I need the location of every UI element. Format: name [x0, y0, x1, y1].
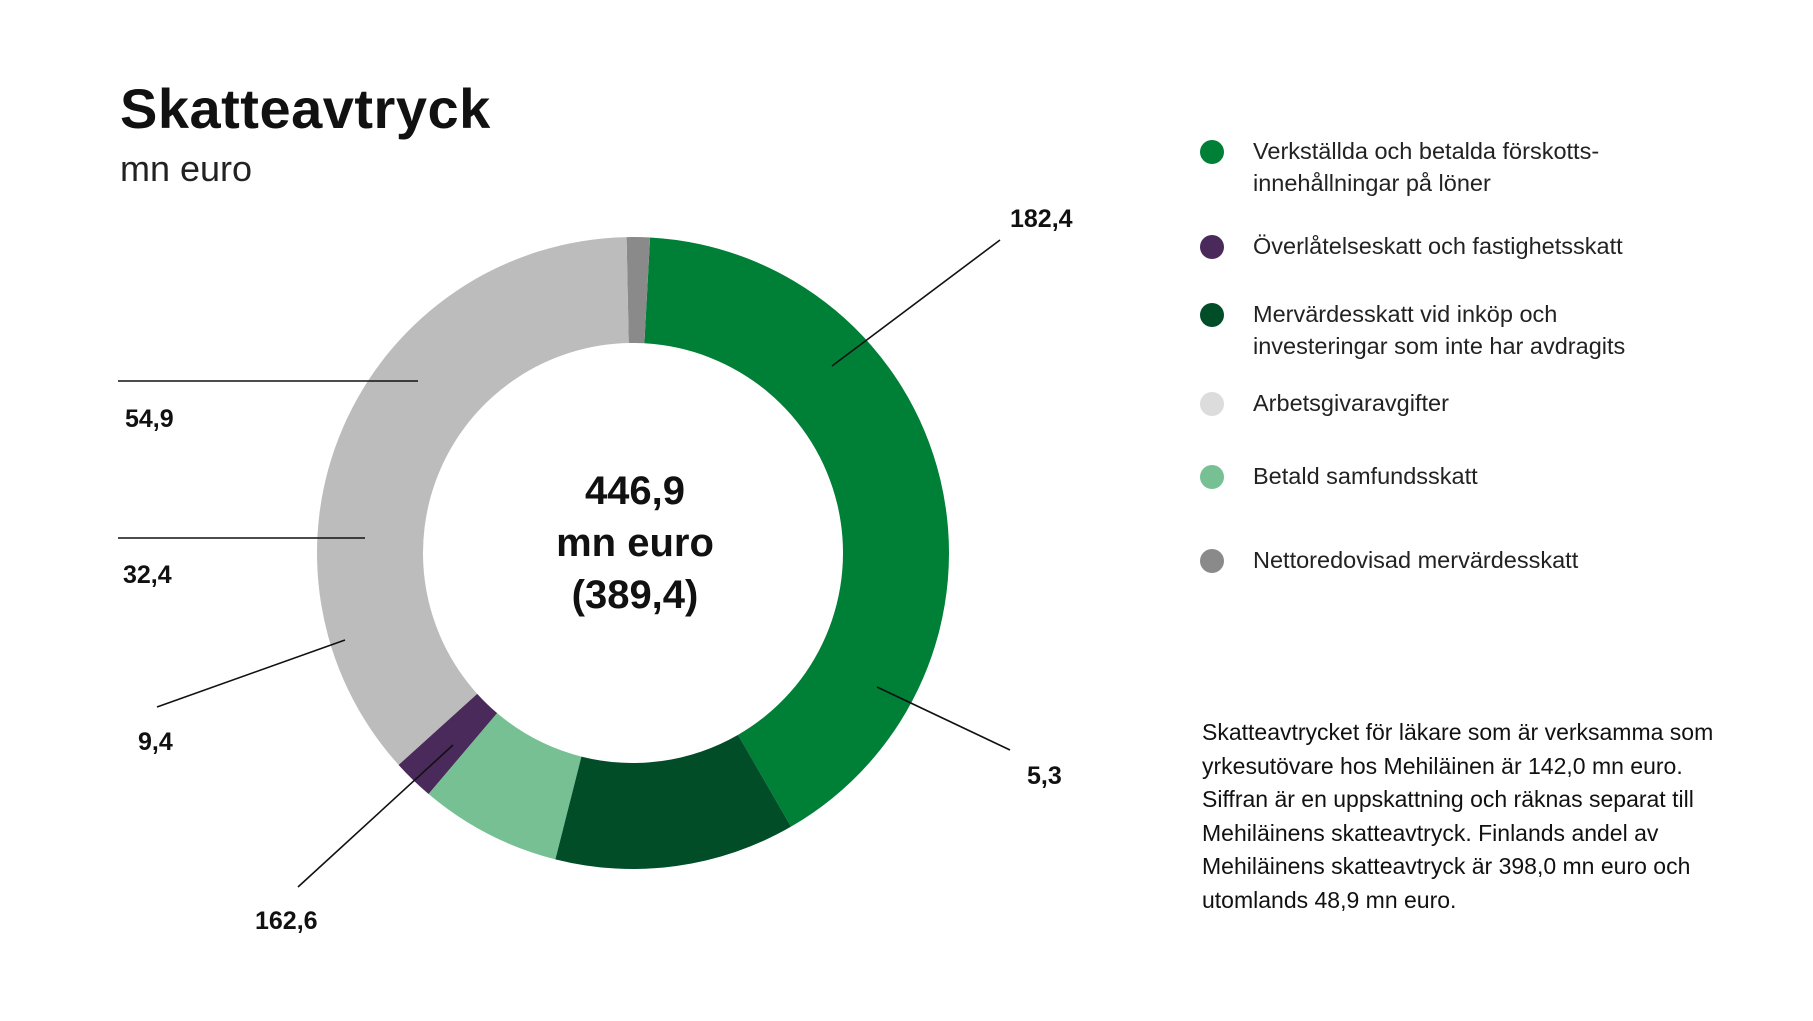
legend-label-line2: innehållningar på löner: [1253, 170, 1491, 196]
donut-slice-1: [626, 237, 651, 344]
center-total-unit: mn euro: [556, 521, 714, 565]
center-total-value: 446,9: [584, 469, 686, 513]
donut-slice-3: [398, 693, 498, 794]
center-previous-value: (389,4): [571, 573, 699, 617]
legend-label-line2: investeringar som inte har avdragits: [1253, 333, 1626, 359]
legend-label-line1: Betald samfundsskatt: [1253, 463, 1478, 489]
legend-swatch: [1200, 549, 1224, 573]
value-label-5-3: 5,3: [1027, 762, 1062, 790]
donut-center-total: 446,9 mn euro (389,4): [510, 465, 760, 621]
legend-swatch: [1200, 465, 1224, 489]
chart-title: Skatteavtryck: [120, 77, 491, 140]
legend-swatch: [1200, 140, 1224, 164]
legend-label-line1: Nettoredovisad mervärdesskatt: [1253, 547, 1579, 573]
donut-slice-5: [555, 734, 791, 870]
donut-slice-0: [644, 237, 950, 827]
donut-slice-2: [316, 237, 629, 765]
value-label-32-4: 32,4: [123, 561, 172, 589]
leader-line-162-6: [297, 744, 454, 888]
legend-swatch: [1200, 392, 1224, 416]
donut-slice-4: [428, 713, 582, 860]
value-label-182-4: 182,4: [1010, 205, 1073, 233]
legend-label-line1: Överlåtelseskatt och fastighetsskatt: [1253, 233, 1623, 259]
footnote-text: Skatteavtrycket för läkare som är verksa…: [1202, 719, 1714, 913]
value-label-9-4: 9,4: [138, 728, 173, 756]
leader-line-9-4: [156, 639, 346, 708]
leader-line-5-3: [876, 686, 1011, 751]
legend-swatch: [1200, 235, 1224, 259]
legend-swatch: [1200, 303, 1224, 327]
value-label-162-6: 162,6: [255, 907, 318, 935]
legend-label-line1: Verkställda och betalda förskotts-: [1253, 138, 1600, 164]
value-label-54-9: 54,9: [125, 405, 174, 433]
leader-line-182-4: [831, 239, 1001, 367]
chart-subtitle: mn euro: [120, 148, 253, 189]
legend-label-line1: Arbetsgivaravgifter: [1253, 390, 1449, 416]
legend-label-line1: Mervärdesskatt vid inköp och: [1253, 301, 1558, 327]
